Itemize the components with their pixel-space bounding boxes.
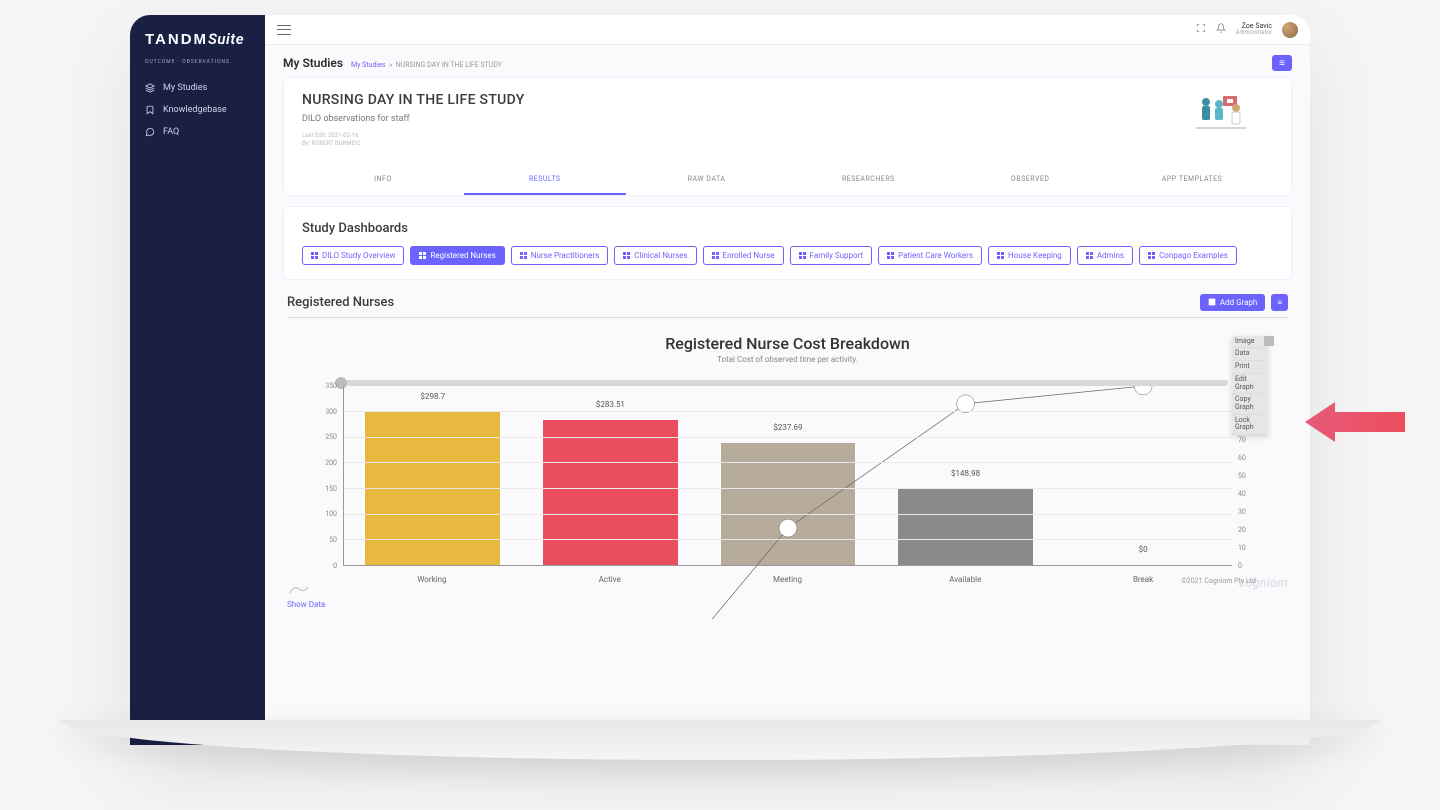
- user-role: Administrator: [1236, 30, 1272, 36]
- add-graph-button[interactable]: Add Graph: [1200, 294, 1265, 311]
- chat-icon: [145, 127, 155, 137]
- x-axis-labels: WorkingActiveMeetingAvailableBreak: [343, 575, 1232, 584]
- dashboard-chip[interactable]: Enrolled Nurse: [703, 246, 784, 265]
- chart-options-button[interactable]: [1264, 336, 1274, 346]
- study-subtitle: DILO observations for staff: [302, 114, 1273, 124]
- x-label: Active: [521, 575, 699, 584]
- grid-icon: [712, 252, 719, 259]
- bookmark-icon: [145, 105, 155, 115]
- section-title: Registered Nurses: [287, 295, 394, 310]
- dashboard-chip[interactable]: Patient Care Workers: [878, 246, 982, 265]
- grid-icon: [1086, 252, 1093, 259]
- tab-researchers[interactable]: RESEARCHERS: [787, 167, 949, 195]
- brand-logo: TANDMSuite: [130, 30, 265, 59]
- dashboard-chip[interactable]: Clinical Nurses: [614, 246, 696, 265]
- ctx-item-data[interactable]: Data: [1232, 348, 1268, 361]
- chart-container: ImageDataPrintEdit GraphCopy GraphLock G…: [283, 334, 1292, 609]
- show-data-link[interactable]: Show Data: [287, 600, 1292, 609]
- grid-icon: [520, 252, 527, 259]
- dashboard-chip[interactable]: House Keeping: [988, 246, 1071, 265]
- chart-bars: $298.7$283.51$237.69$148.98$0: [344, 386, 1232, 565]
- bar-break[interactable]: $0: [1054, 386, 1232, 565]
- ctx-item-edit-graph[interactable]: Edit Graph: [1232, 374, 1268, 394]
- add-graph-label: Add Graph: [1220, 298, 1257, 307]
- brand-name-a: TANDM: [145, 31, 208, 48]
- grid-icon: [623, 252, 630, 259]
- tab-raw-data[interactable]: RAW DATA: [626, 167, 788, 195]
- tab-info[interactable]: INFO: [302, 167, 464, 195]
- dashboard-chips: DILO Study Overview Registered Nurses Nurs…: [302, 246, 1273, 265]
- fullscreen-icon[interactable]: [1196, 23, 1206, 36]
- x-label: Meeting: [699, 575, 877, 584]
- dashboards-card: Study Dashboards DILO Study Overview Regi…: [283, 206, 1292, 280]
- grid-icon: [1148, 252, 1155, 259]
- user-info[interactable]: Zoe Savic Administrator: [1236, 23, 1272, 36]
- breadcrumb-link[interactable]: My Studies: [351, 61, 385, 69]
- ctx-item-lock-graph[interactable]: Lock Graph: [1232, 415, 1268, 435]
- bell-icon[interactable]: [1216, 23, 1226, 36]
- breadcrumb-current: NURSING DAY IN THE LIFE STUDY: [396, 61, 502, 69]
- last-edit-label: Last Edit: 2021-02-16: [302, 132, 1273, 140]
- chart-mini-icon: [289, 583, 309, 595]
- y-axis: 050100150200250300350: [313, 386, 339, 566]
- tab-observed[interactable]: OBSERVED: [949, 167, 1111, 195]
- dashboard-chip[interactable]: Family Support: [790, 246, 873, 265]
- bar-active[interactable]: $283.51: [522, 386, 700, 565]
- chart-title: Registered Nurse Cost Breakdown: [283, 334, 1292, 353]
- section-menu-button[interactable]: ≡: [1271, 294, 1288, 311]
- bar-meeting[interactable]: $237.69: [699, 386, 877, 565]
- sidebar-label: FAQ: [163, 127, 179, 137]
- x-label: Available: [876, 575, 1054, 584]
- bar-available[interactable]: $148.98: [877, 386, 1055, 565]
- chart-subtitle: Total Cost of observed time per activity…: [283, 355, 1292, 364]
- grid-icon: [419, 252, 426, 259]
- brand-tagline: OUTCOME · OBSERVATIONS: [130, 59, 265, 77]
- dashboard-chip[interactable]: DILO Study Overview: [302, 246, 404, 265]
- sidebar: TANDMSuite OUTCOME · OBSERVATIONS My Stu…: [130, 15, 265, 745]
- sidebar-item-faq[interactable]: FAQ: [130, 121, 265, 143]
- tab-app-templates[interactable]: APP TEMPLATES: [1111, 167, 1273, 195]
- bar-working[interactable]: $298.7: [344, 386, 522, 565]
- chart-plot: $298.7$283.51$237.69$148.98$0: [343, 386, 1232, 566]
- by-label: By: ROBERT BURMEIC: [302, 140, 1273, 148]
- ctx-item-print[interactable]: Print: [1232, 361, 1268, 374]
- study-meta: Last Edit: 2021-02-16 By: ROBERT BURMEIC: [302, 132, 1273, 149]
- page-menu-button[interactable]: ≡: [1272, 55, 1292, 71]
- breadcrumb-sep: »: [389, 61, 392, 69]
- sidebar-item-knowledgebase[interactable]: Knowledgebase: [130, 99, 265, 121]
- x-label: Working: [343, 575, 521, 584]
- layers-icon: [145, 83, 155, 93]
- grid-icon: [887, 252, 894, 259]
- menu-toggle-button[interactable]: [277, 25, 291, 35]
- brand-name-b: Suite: [208, 30, 244, 48]
- study-illustration: [1191, 88, 1251, 133]
- topbar: Zoe Savic Administrator: [265, 15, 1310, 45]
- chart-area: 050100150200250300350 010203040506070809…: [313, 374, 1262, 584]
- dashboards-title: Study Dashboards: [302, 221, 1273, 236]
- chart-watermark: cogniom: [1239, 576, 1288, 591]
- dashboard-chip[interactable]: Nurse Practitioners: [511, 246, 609, 265]
- page-title: My Studies: [283, 56, 343, 70]
- ctx-item-image[interactable]: Image: [1232, 336, 1268, 349]
- grid-icon: [997, 252, 1004, 259]
- dashboard-chip[interactable]: Admins: [1077, 246, 1133, 265]
- study-card: NURSING DAY IN THE LIFE STUDY DILO obser…: [283, 77, 1292, 196]
- chart-context-menu: ImageDataPrintEdit GraphCopy GraphLock G…: [1232, 336, 1268, 435]
- breadcrumb: My Studies » NURSING DAY IN THE LIFE STU…: [351, 61, 502, 69]
- callout-arrow: [1305, 400, 1405, 445]
- grid-icon: [799, 252, 806, 259]
- tabs: INFORESULTSRAW DATARESEARCHERSOBSERVEDAP…: [302, 167, 1273, 195]
- dashboard-chip[interactable]: Registered Nurses: [410, 246, 504, 265]
- avatar[interactable]: [1282, 22, 1298, 38]
- grid-icon: [311, 252, 318, 259]
- tab-results[interactable]: RESULTS: [464, 167, 626, 195]
- sidebar-label: Knowledgebase: [163, 105, 227, 115]
- main-area: Zoe Savic Administrator My Studies My St…: [265, 15, 1310, 745]
- divider: [287, 317, 1288, 318]
- ctx-item-copy-graph[interactable]: Copy Graph: [1232, 394, 1268, 414]
- sidebar-label: My Studies: [163, 83, 207, 93]
- dashboard-chip[interactable]: Conpago Examples: [1139, 246, 1237, 265]
- sidebar-item-my-studies[interactable]: My Studies: [130, 77, 265, 99]
- study-title: NURSING DAY IN THE LIFE STUDY: [302, 92, 1273, 108]
